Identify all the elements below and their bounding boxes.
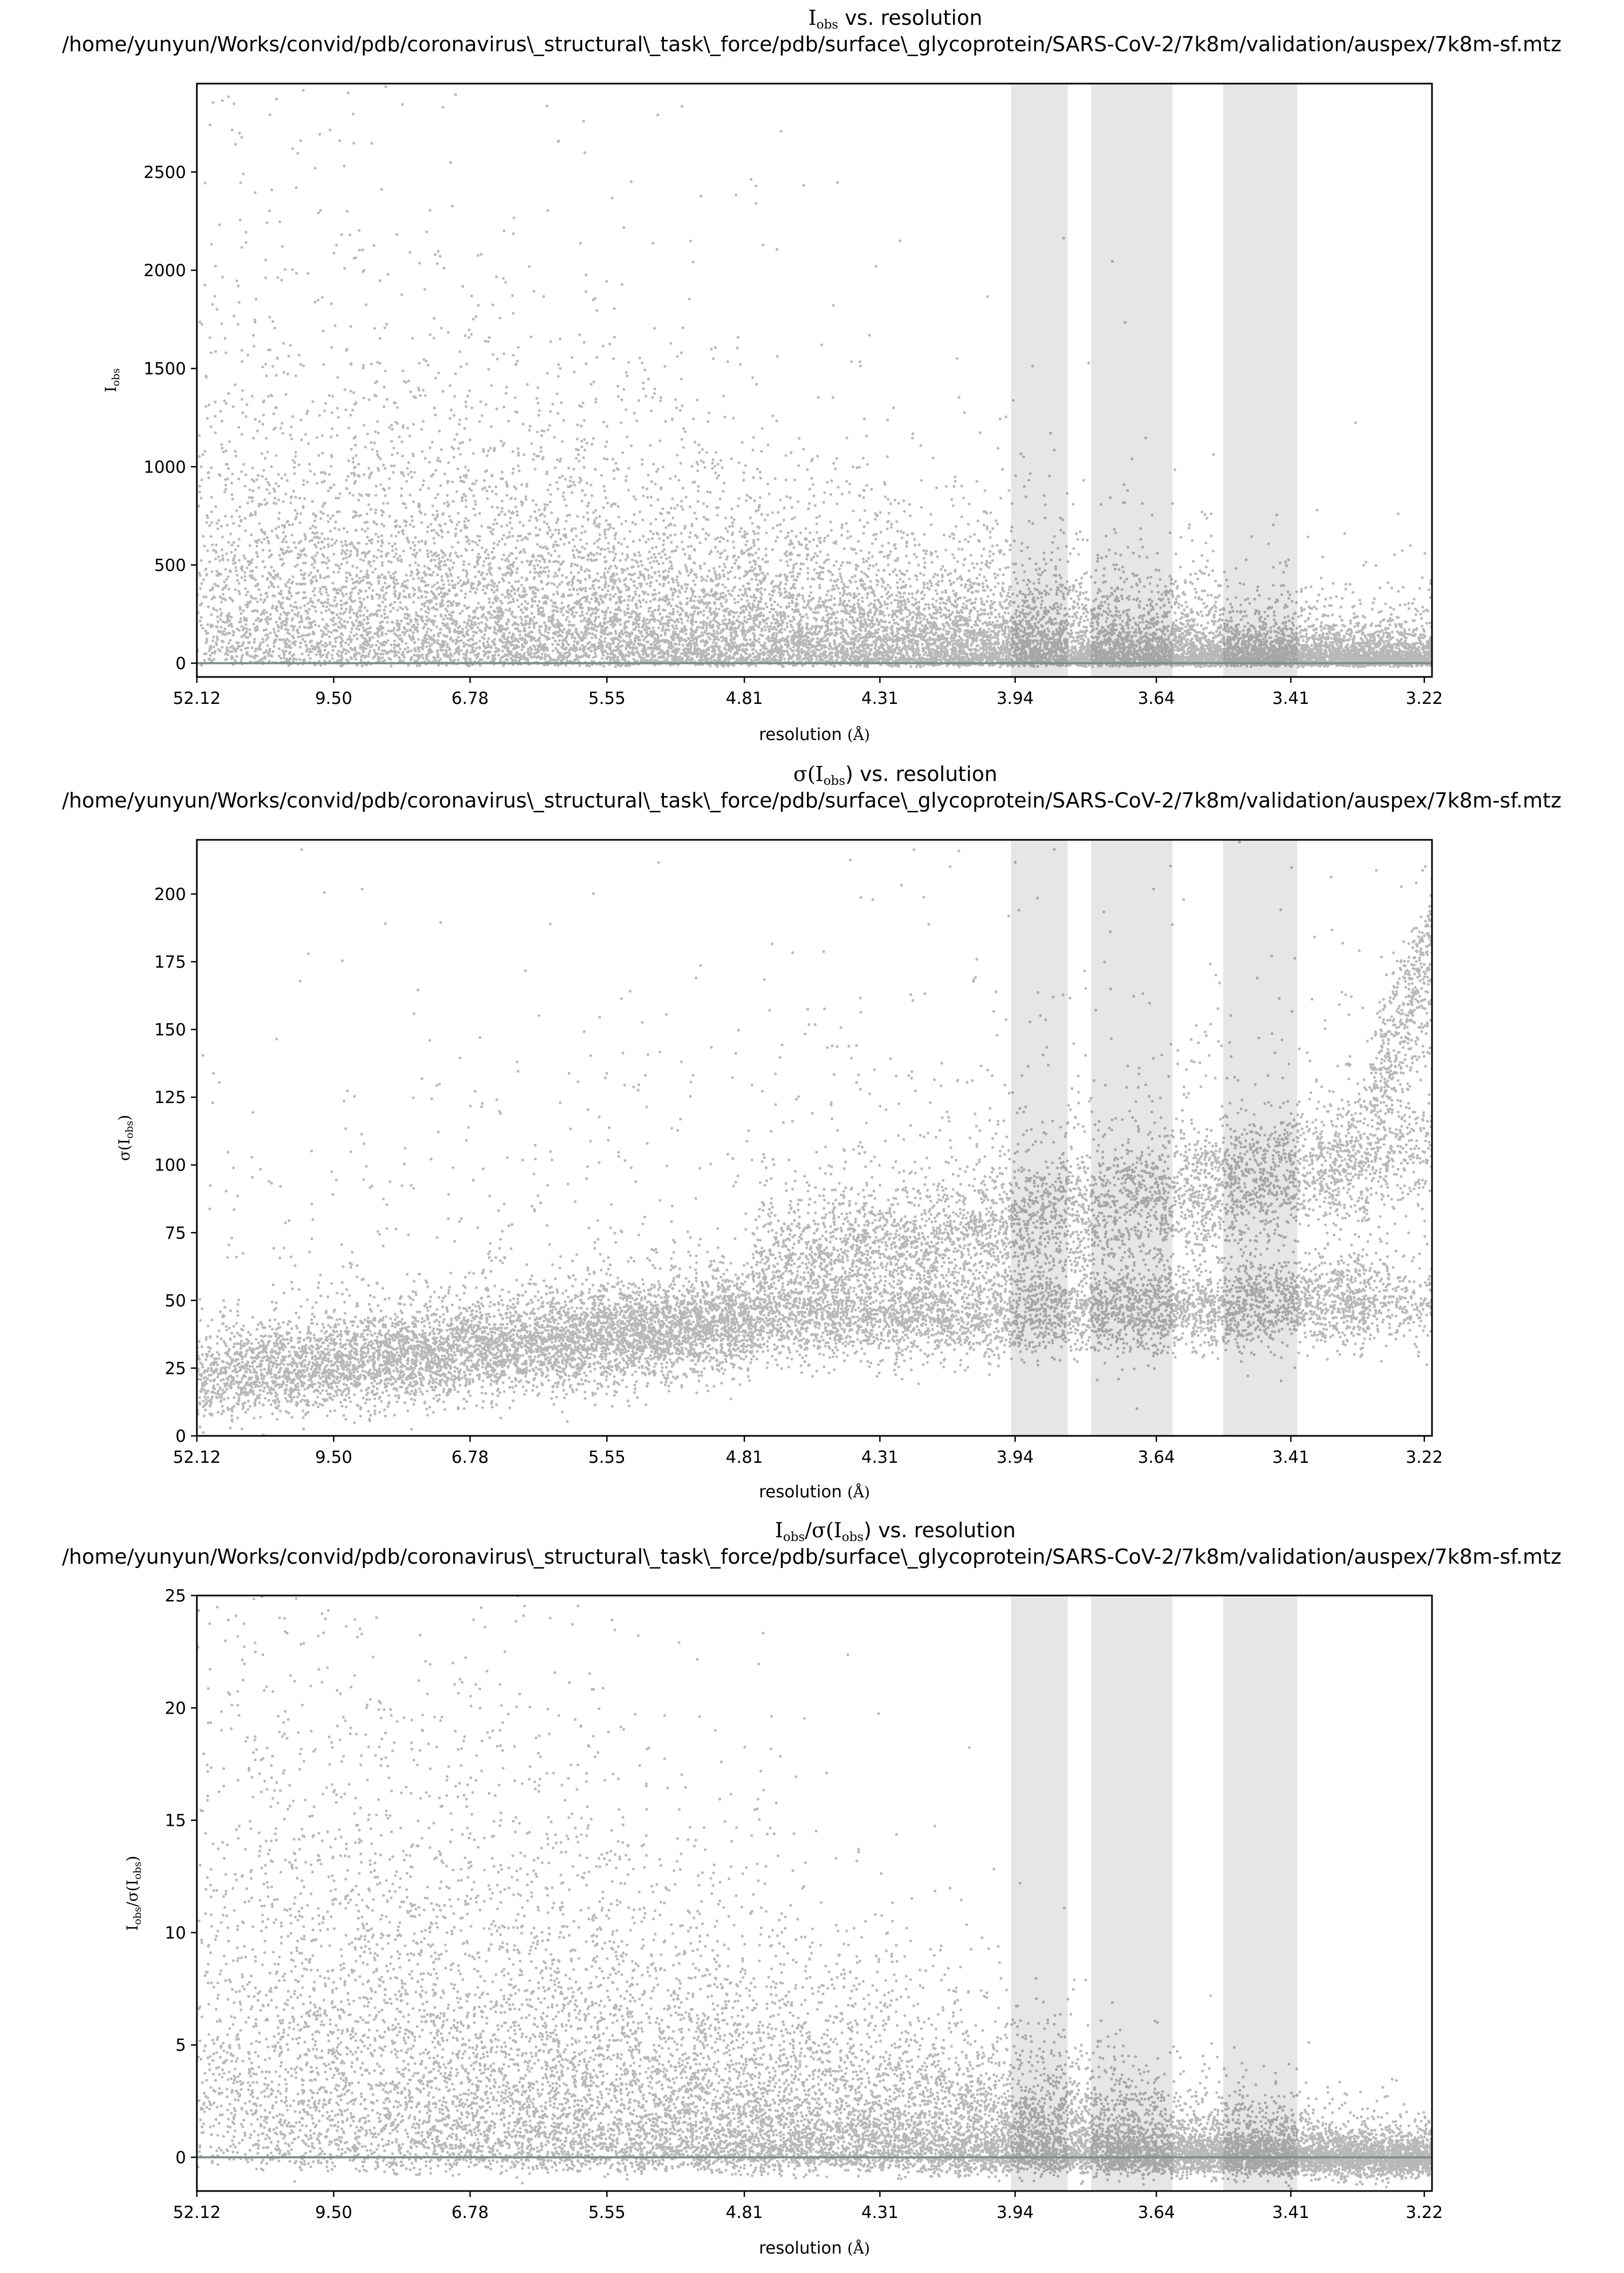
ice-ring-band (1223, 84, 1297, 677)
y-tick-label: 25 (165, 1359, 186, 1378)
y-tick-label: 175 (154, 953, 186, 972)
chart-subtitle: /home/yunyun/Works/convid/pdb/coronaviru… (62, 1545, 1561, 1569)
chart-panel-3: 52.12 9.50 6.78 5.55 4.81 4.31 3.94 3.64 3.41 3.2… (62, 881, 1561, 2258)
chart-title: Iobs vs. resolution (808, 6, 983, 32)
y-tick-label: 15 (165, 1811, 186, 1831)
x-axis-label: resolution (Å) (759, 725, 870, 744)
y-tick-label: 25 (165, 1586, 186, 1606)
y-tick-label: 500 (154, 556, 186, 575)
x-axis-label: resolution (Å) (759, 1482, 870, 1502)
x-tick-label: 5.55 (588, 2203, 626, 2222)
y-tick-label: 50 (165, 1291, 186, 1311)
x-tick-label: 6.78 (451, 689, 489, 708)
chart-subtitle: /home/yunyun/Works/convid/pdb/coronaviru… (62, 789, 1561, 812)
x-tick-label: 4.81 (726, 2203, 763, 2222)
x-tick-label: 4.31 (861, 2203, 899, 2222)
y-tick-label: 100 (154, 1156, 186, 1175)
chart-subtitle: /home/yunyun/Works/convid/pdb/coronaviru… (62, 32, 1561, 56)
x-tick-label: 3.22 (1406, 689, 1443, 708)
x-tick-label: 6.78 (451, 1448, 489, 1467)
y-tick-label: 200 (154, 885, 186, 904)
x-tick-label: 52.12 (173, 2203, 221, 2222)
x-tick-label: 3.22 (1406, 1448, 1443, 1467)
x-tick-label: 3.41 (1272, 1448, 1310, 1467)
y-tick-label: 0 (175, 654, 186, 674)
x-tick-label: 3.41 (1272, 2203, 1310, 2222)
y-tick-label: 1500 (143, 359, 186, 379)
x-tick-label: 4.31 (861, 1448, 899, 1467)
chart-title: Iobs/σ(Iobs) vs. resolution (775, 1518, 1016, 1544)
x-tick-label: 6.78 (451, 2203, 489, 2222)
x-tick-label: 3.64 (1138, 689, 1175, 708)
x-tick-label: 5.55 (588, 689, 626, 708)
x-tick-label: 4.31 (861, 689, 899, 708)
y-tick-label: 150 (154, 1021, 186, 1040)
ice-ring-band (1223, 1596, 1297, 2191)
y-tick-label: 1000 (143, 457, 186, 477)
y-tick-label: 2000 (143, 261, 186, 280)
y-tick-label: 125 (154, 1088, 186, 1107)
y-axis-label: σ(Iobs) (115, 1115, 135, 1161)
y-tick-label: 5 (175, 2036, 186, 2055)
chart-title: σ(Iobs) vs. resolution (793, 762, 997, 788)
y-tick-label: 2500 (143, 163, 186, 182)
y-tick-label: 10 (165, 1923, 186, 1943)
x-axis-label: resolution (Å) (759, 2238, 870, 2258)
x-tick-label: 3.41 (1272, 689, 1310, 708)
x-tick-label: 9.50 (315, 2203, 352, 2222)
x-tick-label: 3.64 (1138, 1448, 1175, 1467)
x-tick-label: 3.94 (997, 2203, 1034, 2222)
x-tick-label: 52.12 (173, 1448, 221, 1467)
x-tick-label: 3.94 (997, 1448, 1034, 1467)
y-tick-label: 0 (175, 2148, 186, 2168)
x-tick-label: 4.81 (726, 689, 763, 708)
x-tick-label: 52.12 (173, 689, 221, 708)
x-tick-label: 3.94 (997, 689, 1034, 708)
x-tick-label: 3.22 (1406, 2203, 1443, 2222)
y-axis-label: Iobs/σ(Iobs) (124, 1856, 143, 1930)
x-tick-label: 4.81 (726, 1448, 763, 1467)
y-axis-label: Iobs (102, 368, 122, 392)
x-tick-label: 3.64 (1138, 2203, 1175, 2222)
x-tick-label: 5.55 (588, 1448, 626, 1467)
y-tick-label: 0 (175, 1427, 186, 1446)
y-tick-label: 75 (165, 1223, 186, 1243)
x-tick-label: 9.50 (315, 689, 352, 708)
chart-panel-1: 52.12 9.50 6.78 5.55 4.81 4.31 3.94 3.64 3.41 3.2… (62, 0, 1561, 744)
x-tick-label: 9.50 (315, 1448, 352, 1467)
y-tick-label: 20 (165, 1699, 186, 1718)
